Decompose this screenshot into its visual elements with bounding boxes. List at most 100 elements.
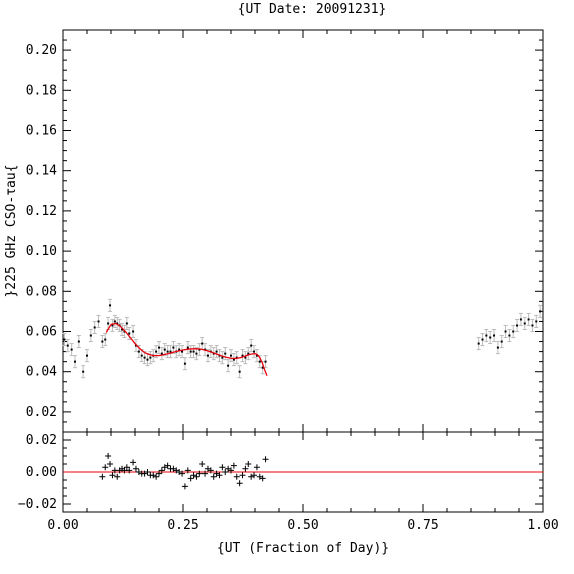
- data-point: [86, 354, 88, 357]
- data-point: [227, 364, 230, 367]
- residual-point: [123, 464, 130, 471]
- residual-point: [187, 475, 194, 482]
- data-point: [189, 350, 192, 353]
- data-point: [163, 348, 166, 351]
- y-tick-label: 0.06: [26, 325, 57, 340]
- data-point: [247, 352, 250, 355]
- bottom-panel-residual-points: [99, 453, 269, 490]
- residual-point: [253, 464, 260, 471]
- data-point: [149, 356, 152, 359]
- y-axis-title: }225 GHz CSO-τau{: [4, 164, 19, 297]
- data-point: [104, 338, 107, 341]
- data-point: [500, 340, 503, 343]
- data-point: [195, 352, 198, 355]
- data-point: [82, 370, 85, 373]
- residual-point: [239, 472, 246, 479]
- data-point: [496, 346, 499, 349]
- residual-point: [150, 472, 157, 479]
- data-point: [89, 334, 92, 337]
- data-point: [523, 322, 526, 325]
- data-point: [160, 352, 163, 355]
- data-point: [101, 340, 104, 343]
- data-point: [527, 318, 530, 321]
- residual-point: [193, 473, 200, 480]
- y-tick-label: 0.04: [26, 365, 57, 380]
- data-point: [125, 322, 128, 325]
- residual-point: [207, 467, 214, 474]
- residual-point: [114, 473, 121, 480]
- data-point: [253, 350, 256, 353]
- data-point: [183, 362, 186, 365]
- y-tick-label: 0.08: [26, 284, 57, 299]
- residual-point: [219, 464, 226, 471]
- data-point: [512, 330, 515, 333]
- residual-point: [102, 464, 109, 471]
- data-point: [201, 342, 204, 345]
- data-point: [116, 322, 119, 325]
- y-tick-label: 0.12: [26, 204, 57, 219]
- residual-point: [245, 461, 252, 467]
- residual-point: [251, 472, 258, 479]
- data-point: [66, 344, 69, 347]
- data-point: [519, 318, 522, 321]
- data-point: [146, 358, 149, 361]
- residual-point: [242, 465, 249, 472]
- data-point: [140, 354, 143, 357]
- data-point: [493, 334, 496, 337]
- residual-point: [248, 473, 255, 480]
- x-tick-label: 1.00: [527, 518, 558, 533]
- data-point: [516, 324, 519, 327]
- residual-point: [230, 462, 237, 469]
- data-point: [230, 354, 232, 357]
- data-point: [489, 336, 492, 339]
- residual-point: [126, 467, 133, 474]
- data-point: [137, 350, 140, 353]
- data-point: [232, 358, 235, 361]
- data-point: [481, 338, 484, 341]
- residual-point: [164, 462, 171, 469]
- data-point: [535, 320, 538, 323]
- data-point: [485, 334, 488, 337]
- x-tick-label: 0.25: [167, 518, 198, 533]
- data-point: [74, 360, 76, 363]
- y-tick-label: 0.02: [26, 405, 57, 420]
- data-point: [107, 322, 110, 325]
- data-point: [181, 350, 184, 353]
- data-point: [192, 350, 195, 353]
- data-point: [172, 346, 175, 349]
- data-point: [123, 330, 126, 333]
- data-point: [250, 344, 253, 347]
- data-point: [264, 360, 267, 363]
- residual-point: [222, 469, 229, 475]
- y-tick-label: 0.16: [26, 124, 57, 139]
- data-point: [111, 324, 114, 327]
- residual-point: [202, 470, 209, 477]
- residual-point: [181, 483, 188, 490]
- data-point: [121, 328, 124, 331]
- data-point: [215, 350, 218, 353]
- data-point: [169, 350, 172, 353]
- top-panel-data-points: [63, 304, 542, 373]
- residual-point: [105, 453, 112, 459]
- residual-point: [144, 469, 151, 475]
- y-tick-label: 0.18: [26, 83, 57, 98]
- data-point: [224, 352, 227, 355]
- data-point: [113, 320, 116, 323]
- data-point: [221, 356, 224, 359]
- data-point: [186, 346, 189, 349]
- residual-point: [99, 473, 106, 480]
- data-point: [539, 310, 542, 313]
- residual-point: [184, 467, 191, 474]
- residual-point: [153, 473, 160, 480]
- data-point: [134, 344, 137, 347]
- y-tick-label: 0.10: [26, 244, 57, 259]
- y-tick-label: 0.20: [26, 43, 57, 58]
- data-point: [241, 354, 244, 357]
- residual-point: [199, 461, 206, 467]
- top-panel-frame: [62, 29, 544, 433]
- x-tick-label: 0.00: [47, 518, 78, 533]
- y-tick-label: 0.00: [26, 465, 57, 480]
- data-point: [531, 324, 534, 327]
- top-panel-y-axis: 0.02 0.04 0.06 0.08 0.10 0.12 0.14 0.16 0.18 0.20: [26, 39, 543, 423]
- residual-point: [109, 472, 116, 479]
